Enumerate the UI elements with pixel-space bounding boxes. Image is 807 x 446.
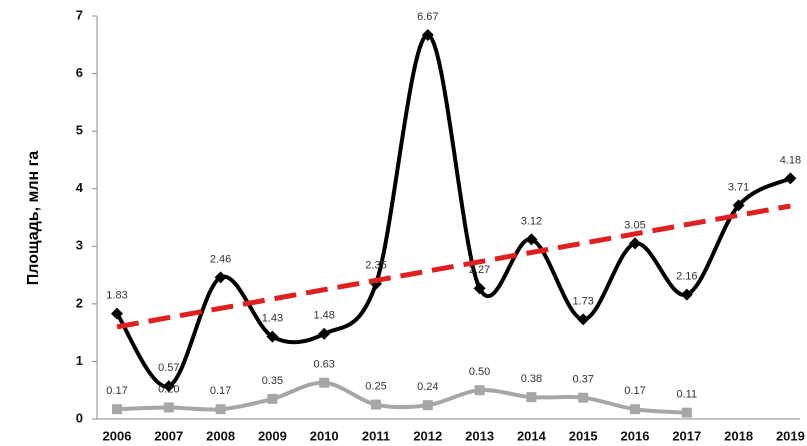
value-label: 0.20 bbox=[158, 383, 179, 395]
marker bbox=[112, 404, 122, 415]
x-tick-label: 2016 bbox=[621, 428, 650, 443]
x-tick-label: 2011 bbox=[362, 428, 390, 443]
marker bbox=[629, 237, 641, 250]
value-label: 0.35 bbox=[262, 375, 283, 387]
value-label: 0.38 bbox=[521, 373, 542, 385]
marker bbox=[474, 385, 485, 396]
value-label: 0.37 bbox=[572, 374, 593, 386]
x-tick-label: 2014 bbox=[517, 428, 547, 443]
marker bbox=[215, 404, 226, 415]
marker bbox=[319, 377, 330, 388]
marker bbox=[784, 172, 797, 185]
x-tick-label: 2019 bbox=[776, 428, 805, 443]
x-tick-label: 2017 bbox=[672, 428, 701, 443]
y-tick-label: 7 bbox=[76, 7, 83, 22]
x-tick-label: 2012 bbox=[413, 428, 442, 443]
y-axis-label: Площадь, млн га bbox=[25, 151, 42, 285]
y-tick-label: 1 bbox=[76, 353, 83, 368]
marker bbox=[214, 271, 227, 284]
marker bbox=[630, 404, 640, 415]
y-tick-label: 5 bbox=[76, 123, 83, 138]
marker bbox=[422, 400, 433, 411]
value-label: 1.43 bbox=[262, 313, 283, 325]
marker bbox=[732, 199, 745, 212]
marker bbox=[680, 288, 693, 301]
marker bbox=[267, 393, 278, 404]
value-label: 0.57 bbox=[158, 362, 179, 374]
value-label: 0.17 bbox=[624, 385, 645, 397]
x-tick-label: 2018 bbox=[724, 428, 753, 443]
value-label: 3.05 bbox=[624, 219, 645, 231]
x-tick-label: 2006 bbox=[103, 428, 132, 443]
value-label: 6.67 bbox=[417, 11, 438, 23]
value-label: 2.27 bbox=[469, 264, 490, 276]
value-label: 2.16 bbox=[676, 271, 697, 283]
marker bbox=[371, 399, 381, 410]
value-label: 0.24 bbox=[417, 381, 438, 393]
marker bbox=[266, 330, 279, 343]
x-tick-label: 2009 bbox=[258, 428, 287, 443]
x-tick-label: 2015 bbox=[569, 428, 598, 443]
value-label: 1.83 bbox=[106, 290, 127, 302]
marker bbox=[577, 313, 590, 326]
value-label: 2.35 bbox=[365, 260, 386, 272]
marker bbox=[421, 28, 434, 41]
value-label: 1.48 bbox=[313, 310, 334, 322]
marker bbox=[526, 392, 537, 403]
marker bbox=[681, 407, 692, 418]
value-label: 3.12 bbox=[521, 215, 542, 227]
marker bbox=[111, 307, 123, 320]
value-label: 0.17 bbox=[210, 385, 231, 397]
x-tick-label: 2007 bbox=[154, 428, 183, 443]
value-label: 0.25 bbox=[365, 381, 386, 393]
value-label: 1.73 bbox=[572, 295, 593, 307]
series-line bbox=[116, 380, 687, 415]
x-tick-label: 2013 bbox=[465, 428, 494, 443]
marker bbox=[318, 327, 331, 340]
y-tick-label: 2 bbox=[76, 295, 83, 310]
x-tick-label: 2010 bbox=[310, 428, 339, 443]
marker bbox=[163, 402, 174, 413]
y-tick-label: 3 bbox=[76, 238, 83, 253]
value-label: 0.17 bbox=[106, 385, 127, 397]
trendline bbox=[116, 203, 791, 330]
series-line bbox=[115, 32, 792, 389]
value-label: 3.71 bbox=[728, 181, 749, 193]
value-label: 0.63 bbox=[313, 359, 334, 371]
marker bbox=[473, 282, 486, 295]
y-tick-label: 6 bbox=[76, 65, 83, 80]
value-label: 0.50 bbox=[469, 366, 490, 378]
x-tick-label: 2008 bbox=[206, 428, 235, 443]
value-label: 2.46 bbox=[210, 253, 231, 265]
y-tick-label: 0 bbox=[76, 410, 83, 425]
marker bbox=[162, 380, 175, 393]
y-tick-label: 4 bbox=[76, 180, 84, 195]
marker bbox=[578, 392, 589, 403]
value-label: 4.18 bbox=[780, 154, 801, 166]
marker bbox=[525, 233, 538, 246]
value-label: 0.11 bbox=[677, 389, 698, 401]
